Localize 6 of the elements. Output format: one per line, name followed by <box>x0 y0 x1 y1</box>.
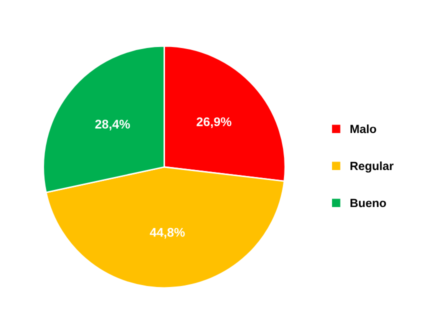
data-label: 26,9% <box>196 117 232 128</box>
legend-label: Bueno <box>350 198 386 208</box>
data-label: 44,8% <box>150 228 185 239</box>
data-label: 28,4% <box>95 120 130 130</box>
legend-label: Regular <box>350 161 394 173</box>
legend-label: Malo <box>350 124 376 134</box>
